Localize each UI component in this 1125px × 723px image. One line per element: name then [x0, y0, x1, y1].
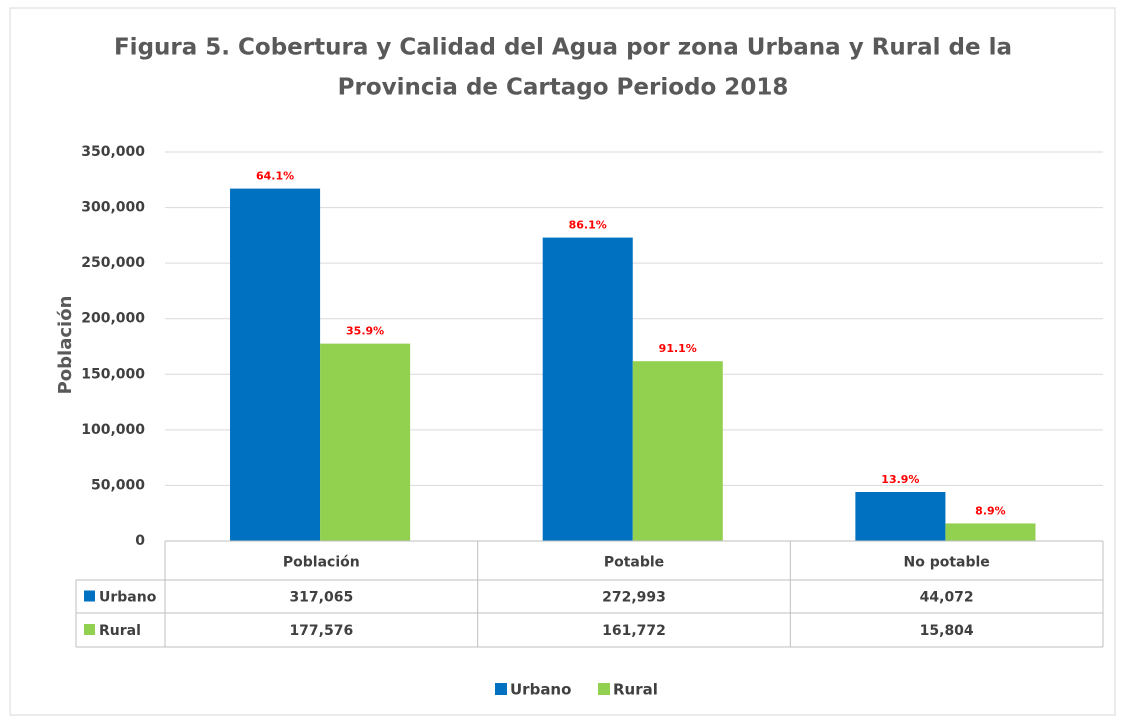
y-tick-label: 350,000 — [81, 144, 145, 160]
data-label: 8.9% — [975, 504, 1006, 517]
table-cell: 15,804 — [920, 623, 974, 639]
bar — [230, 188, 321, 541]
legend-label: Urbano — [510, 681, 571, 699]
y-tick-label: 250,000 — [81, 255, 145, 271]
bar — [945, 523, 1036, 541]
data-label: 35.9% — [346, 325, 384, 338]
x-tick-label: No potable — [904, 555, 990, 571]
table-cell: 177,576 — [289, 623, 353, 639]
table-cell: 161,772 — [602, 623, 666, 639]
data-label: 13.9% — [881, 473, 919, 486]
legend-key — [598, 683, 610, 695]
data-label: 91.1% — [659, 342, 697, 355]
x-tick-label: Población — [283, 555, 360, 571]
legend-label: Rural — [613, 681, 658, 699]
y-tick-label: 150,000 — [81, 366, 145, 382]
chart-title: Figura 5. Cobertura y Calidad del Agua p… — [114, 35, 1012, 61]
y-tick-label: 0 — [135, 533, 145, 549]
y-tick-label: 200,000 — [81, 311, 145, 327]
y-tick-label: 50,000 — [91, 477, 145, 493]
y-tick-label: 300,000 — [81, 200, 145, 216]
data-label: 86.1% — [569, 219, 607, 232]
y-tick-label: 100,000 — [81, 422, 145, 438]
bar — [542, 237, 633, 542]
legend-key — [495, 683, 507, 695]
chart-title: Provincia de Cartago Periodo 2018 — [338, 75, 789, 101]
bar — [632, 361, 723, 541]
bar — [855, 492, 946, 541]
data-label: 64.1% — [256, 170, 294, 183]
table-cell: 44,072 — [920, 590, 974, 606]
bar — [320, 343, 411, 541]
table-row-label: Urbano — [99, 590, 157, 606]
table-row-label: Rural — [99, 623, 141, 639]
table-cell: 272,993 — [602, 590, 666, 606]
table-cell: 317,065 — [289, 590, 353, 606]
y-axis-label: Población — [55, 296, 76, 395]
table-legend-key — [84, 590, 95, 602]
x-tick-label: Potable — [604, 555, 664, 571]
table-legend-key — [84, 624, 95, 635]
